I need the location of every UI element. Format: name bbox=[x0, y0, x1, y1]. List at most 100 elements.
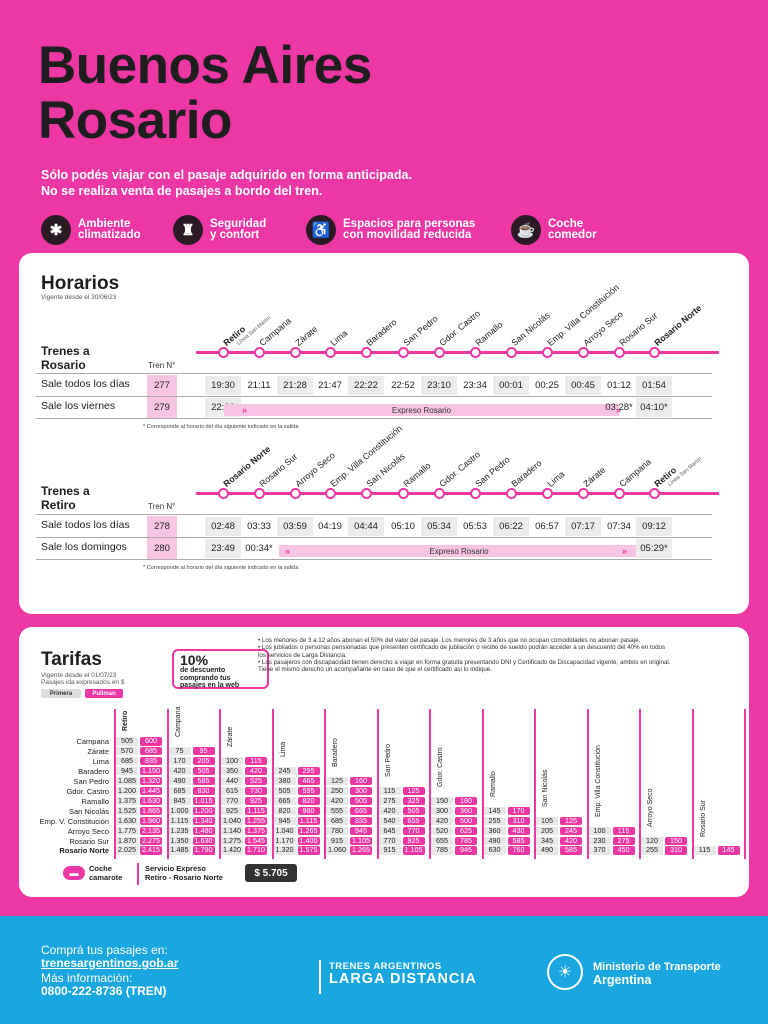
phone-number[interactable]: 0800-222-8736 (TREN) bbox=[41, 984, 167, 998]
station-label: Baradero bbox=[509, 457, 544, 489]
fare-pullman: 1.445 bbox=[140, 785, 162, 796]
fare-pullman: 1.480 bbox=[192, 825, 215, 836]
info-line: Más información: bbox=[41, 971, 133, 985]
fare-primera: 685 bbox=[326, 816, 348, 826]
column-divider bbox=[324, 709, 326, 859]
fare-primera: 150 bbox=[431, 796, 453, 806]
fare-primera: 1.060 bbox=[326, 845, 348, 855]
departure-time: 03:59 bbox=[277, 517, 313, 536]
row-label: Sale los domingos bbox=[41, 541, 127, 553]
amenity-comfort: ♜ Seguridad y confort bbox=[173, 215, 266, 245]
fare-pullman: 595 bbox=[297, 786, 320, 796]
fare-pullman: 125 bbox=[560, 816, 582, 826]
advance-purchase-notice: Sólo podés viajar con el pasaje adquirid… bbox=[41, 167, 412, 199]
departure-time: 21:47 bbox=[318, 380, 342, 391]
station-dot bbox=[218, 347, 229, 358]
fare-pullman: 835 bbox=[140, 756, 162, 766]
fare-primera: 490 bbox=[168, 776, 191, 786]
fare-pullman: 1.115 bbox=[297, 816, 320, 826]
row-separator bbox=[36, 559, 712, 560]
fare-primera: 1.275 bbox=[221, 835, 243, 845]
column-divider bbox=[481, 709, 484, 859]
departure-time: 05:29* bbox=[636, 539, 672, 558]
fare-primera: 540 bbox=[378, 816, 401, 826]
fare-row-label: Lima bbox=[92, 756, 109, 766]
station-label: Retiro Línea San Martín bbox=[221, 307, 274, 354]
fare-primera: 1.000 bbox=[168, 805, 191, 816]
fare-pullman: 160 bbox=[350, 776, 372, 786]
fare-pullman: 170 bbox=[507, 806, 530, 816]
departure-time: 21:28 bbox=[277, 376, 313, 395]
fare-pullman: 1.265 bbox=[350, 845, 372, 855]
amenity-label: Coche bbox=[548, 218, 584, 230]
fare-primera: 420 bbox=[168, 766, 191, 776]
fare-pullman: 450 bbox=[612, 846, 635, 855]
fare-primera: 370 bbox=[588, 846, 611, 855]
column-divider bbox=[744, 709, 746, 859]
station-name: Campana bbox=[617, 456, 654, 489]
station-dot bbox=[542, 347, 553, 358]
station-label: Ramallo bbox=[401, 460, 433, 489]
fare-primera: 945 bbox=[116, 766, 138, 776]
title-line2: Rosario bbox=[38, 91, 232, 150]
fare-pullman: 1.115 bbox=[245, 806, 267, 816]
column-header: Retiro bbox=[122, 710, 129, 731]
fare-primera: 1.040 bbox=[273, 825, 296, 836]
station-name: Baradero bbox=[509, 457, 544, 489]
column-divider bbox=[219, 709, 221, 859]
fare-pullman: 820 bbox=[297, 796, 320, 806]
station-name: Ramallo bbox=[401, 460, 433, 489]
fare-pullman: 95 bbox=[192, 746, 215, 756]
fare-primera: 1.320 bbox=[273, 845, 296, 855]
fare-primera: 1.140 bbox=[221, 825, 243, 836]
station-dot bbox=[290, 488, 301, 499]
column-header: Rosario Sur bbox=[699, 800, 707, 837]
fare-primera: 1.485 bbox=[168, 845, 191, 855]
row-separator bbox=[36, 418, 712, 419]
fare-primera: 1.630 bbox=[116, 815, 138, 826]
fare-pullman: 2.135 bbox=[140, 825, 162, 836]
row-separator bbox=[36, 373, 712, 374]
column-header: Campana bbox=[174, 706, 182, 737]
departure-time: 01:54 bbox=[636, 376, 672, 395]
express-label: Expreso Rosario bbox=[429, 546, 489, 556]
fare-primera: 360 bbox=[483, 826, 506, 836]
fare-pullman: 2.415 bbox=[140, 845, 162, 855]
legend-line: Servicio Expreso bbox=[145, 864, 206, 873]
station-label: Retiro Línea San Martín bbox=[652, 448, 705, 495]
fare-primera: 420 bbox=[431, 816, 453, 826]
column-header: San Pedro bbox=[384, 743, 392, 777]
row-label: Sale todos los días bbox=[41, 519, 130, 531]
express-band: Expreso Rosario » » bbox=[224, 404, 621, 416]
fare-pullman: 325 bbox=[402, 796, 425, 806]
fare-primera: 420 bbox=[326, 796, 348, 806]
fare-primera: 1.375 bbox=[116, 795, 138, 806]
departure-time: 22:22 bbox=[348, 376, 384, 395]
train-number: 280 bbox=[147, 538, 177, 559]
fare-primera: 770 bbox=[221, 796, 243, 806]
fare-pullman: 785 bbox=[455, 836, 477, 845]
tarifas-validity: Vigente desde el 01/07/23 bbox=[41, 672, 117, 679]
brand-line2: LARGA DISTANCIA bbox=[329, 971, 477, 987]
departure-time: 04:10* bbox=[636, 398, 672, 417]
label-line: Trenes a bbox=[41, 484, 90, 498]
bed-icon: ▬ bbox=[63, 866, 85, 880]
station-name: Baradero bbox=[364, 316, 399, 348]
fare-pullman: 1.375 bbox=[245, 825, 267, 836]
station-dot bbox=[470, 347, 481, 358]
fare-note: • Los pasajeros con discapacidad tienen … bbox=[258, 658, 671, 666]
legend-line: camarote bbox=[89, 872, 123, 882]
fare-primera: 230 bbox=[588, 836, 611, 845]
departure-time: 05:53 bbox=[463, 521, 487, 532]
horarios-card: Horarios Vigente desde el 30/06/23 Trene… bbox=[19, 253, 749, 614]
fare-pullman: 465 bbox=[297, 776, 320, 786]
fare-primera: 100 bbox=[588, 826, 611, 836]
column-header: Gdor. Castro bbox=[437, 747, 444, 787]
express-price: $ 5.705 bbox=[245, 864, 297, 882]
fare-primera: 615 bbox=[221, 786, 243, 796]
station-dot bbox=[361, 347, 372, 358]
website-link[interactable]: trenesargentinos.gob.ar bbox=[41, 956, 179, 970]
departure-time: 01:12 bbox=[607, 380, 631, 391]
label-line: Rosario bbox=[41, 358, 86, 372]
fare-pullman: 125 bbox=[402, 786, 425, 796]
